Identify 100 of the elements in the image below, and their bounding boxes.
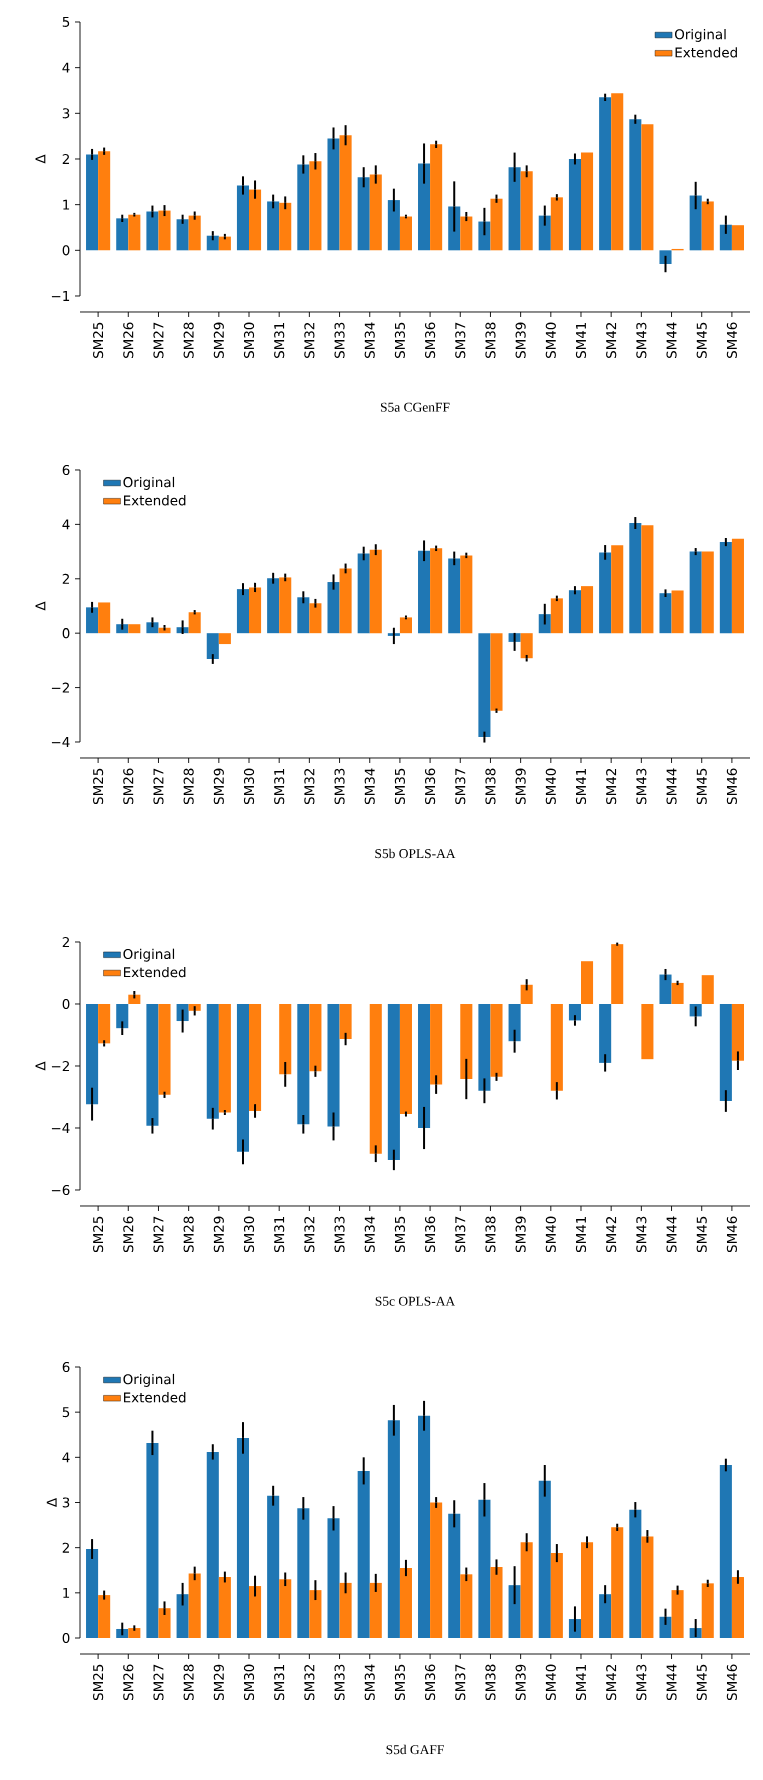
bar — [188, 612, 201, 634]
x-tick-label: SM33 — [334, 1216, 345, 1253]
x-tick-label: SM36 — [425, 322, 436, 359]
bar — [128, 214, 141, 251]
bar — [659, 593, 672, 634]
x-tick-label: SM32 — [304, 1665, 315, 1701]
x-tick-label: SM44 — [666, 768, 677, 805]
bar — [357, 177, 370, 251]
x-tick-label: SM32 — [304, 1217, 315, 1253]
bar — [309, 603, 322, 634]
y-tick-label: 2 — [62, 1542, 69, 1553]
bar — [206, 235, 219, 251]
y-tick-label: 6 — [62, 464, 70, 476]
bar — [327, 138, 340, 251]
bar — [357, 553, 370, 634]
x-tick-label: SM32 — [304, 769, 315, 805]
bar — [490, 1567, 503, 1638]
x-tick-label: SM39 — [515, 1664, 526, 1701]
y-tick-label: 5 — [62, 16, 70, 27]
bar — [188, 1573, 201, 1638]
text: S5b OPLS-AA — [375, 848, 456, 859]
bar — [158, 1608, 171, 1638]
bar — [568, 590, 581, 634]
x-tick-label: SM41 — [575, 1664, 587, 1701]
bar — [98, 602, 111, 634]
x-tick-label: SM38 — [485, 1216, 496, 1253]
y-axis-title: Δ — [35, 601, 46, 611]
bar — [236, 1437, 250, 1638]
bar — [146, 1004, 159, 1126]
bar — [671, 982, 684, 1004]
x-tick-label: SM42 — [606, 323, 617, 359]
bar — [267, 201, 280, 251]
legend-label: Original — [675, 28, 726, 42]
bar — [158, 1004, 171, 1095]
x-tick-label: SM25 — [93, 768, 104, 805]
x-tick-label: SM32 — [304, 323, 315, 359]
bar — [369, 174, 382, 251]
x-tick-label: SM26 — [123, 1664, 134, 1701]
bar — [550, 197, 563, 251]
x-tick-label: SM40 — [545, 322, 556, 359]
bar — [98, 151, 111, 251]
y-tick-label: 4 — [62, 62, 70, 73]
bar — [520, 984, 533, 1004]
bar — [236, 1004, 250, 1152]
y-tick-label: 2 — [62, 573, 69, 584]
bar — [641, 1004, 654, 1060]
bar — [309, 161, 322, 251]
bar — [460, 555, 473, 634]
y-axis-title: Δ — [35, 1061, 46, 1071]
x-tick-label: SM43 — [636, 1664, 647, 1701]
text: S5a CGenFF — [380, 402, 450, 412]
bar — [128, 994, 141, 1004]
bar — [357, 1470, 370, 1638]
legend-label: Original — [123, 1373, 175, 1387]
y-tick-label: 3 — [62, 108, 70, 119]
x-tick-label: SM42 — [606, 769, 617, 805]
bar — [399, 617, 412, 634]
bar — [671, 590, 684, 634]
bar — [399, 1567, 412, 1638]
x-tick-label: SM36 — [425, 768, 436, 805]
bar — [369, 549, 382, 634]
bar — [206, 1004, 219, 1119]
bar — [297, 1508, 310, 1638]
bar — [158, 627, 171, 634]
x-tick-label: SM38 — [485, 768, 496, 805]
y-axis-title: Δ — [46, 1498, 57, 1507]
x-tick-label: SM26 — [123, 768, 134, 805]
x-tick-label: SM25 — [93, 322, 104, 359]
bar — [158, 210, 171, 251]
bar — [701, 975, 714, 1004]
y-tick-label: 1 — [63, 199, 70, 210]
bar — [418, 163, 431, 251]
bar — [520, 1542, 533, 1638]
bar — [249, 189, 262, 251]
bar — [568, 1004, 581, 1021]
bar — [478, 1004, 491, 1091]
bar — [86, 154, 99, 251]
legend-label: Extended — [124, 1392, 186, 1403]
bar — [339, 1004, 352, 1040]
x-tick-label: SM27 — [153, 768, 164, 805]
bar — [206, 1451, 219, 1638]
y-tick-label: 6 — [62, 1361, 70, 1373]
bar — [659, 1616, 672, 1638]
bar — [116, 1004, 129, 1029]
y-axis-title: Δ — [35, 154, 46, 164]
bar — [550, 1004, 563, 1091]
x-tick-label: SM39 — [515, 1216, 526, 1253]
x-tick-label: SM39 — [515, 768, 526, 805]
bar — [128, 624, 141, 634]
bar — [249, 1004, 262, 1111]
bar — [611, 1527, 624, 1638]
bar — [418, 550, 431, 634]
x-tick-label: SM26 — [123, 1216, 134, 1253]
y-tick-label: 0 — [62, 245, 70, 256]
x-tick-label: SM42 — [606, 1665, 617, 1701]
x-tick-label: SM37 — [455, 1216, 466, 1253]
bar — [206, 633, 219, 660]
bar — [176, 1594, 189, 1638]
x-tick-label: SM40 — [545, 1664, 556, 1701]
x-tick-label: SM30 — [243, 1664, 255, 1701]
